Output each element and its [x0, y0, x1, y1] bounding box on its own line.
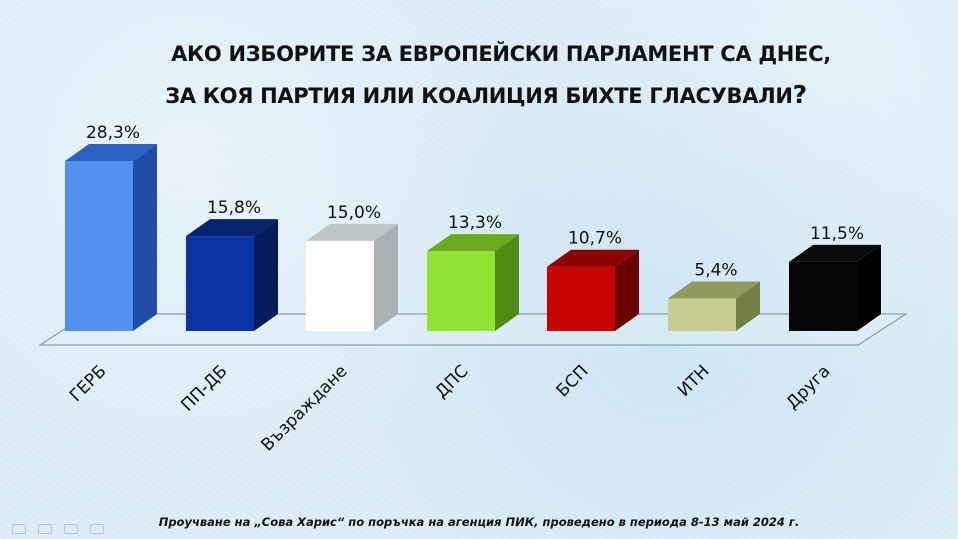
bar-7 — [789, 244, 881, 331]
bar-3 — [306, 223, 398, 331]
value-labels-group: 28,3% 15,8% 15,0% 13,3% 10,7% 5,4% 11,5% — [86, 123, 864, 281]
bar-front-face — [65, 161, 133, 331]
chart-title-line-2: ЗА КОЯ ПАРТИЯ ИЛИ КОАЛИЦИЯ БИХТЕ ГЛАСУВА… — [7, 80, 958, 109]
bar-front-face — [306, 240, 374, 331]
bar-4 — [427, 234, 519, 331]
bar-side-face — [736, 281, 760, 331]
category-label: БСП — [553, 361, 593, 401]
value-label: 15,8% — [207, 198, 261, 218]
value-label: 28,3% — [86, 123, 140, 143]
bar-2 — [186, 219, 278, 331]
chart-title-line-1: АКО ИЗБОРИТЕ ЗА ЕВРОПЕЙСКИ ПАРЛАМЕНТ СА … — [171, 42, 831, 66]
category-label: Възраждане — [258, 361, 352, 455]
bar-top-face — [65, 144, 157, 161]
bar-side-face — [615, 249, 639, 331]
bar-1 — [65, 144, 157, 331]
bar-5 — [547, 249, 639, 331]
category-label: ПП-ДБ — [177, 361, 231, 415]
bar-front-face — [547, 266, 615, 331]
bar-side-face — [495, 234, 519, 331]
bar-6 — [668, 281, 760, 331]
bar-side-face — [374, 223, 398, 331]
bar-side-face — [857, 244, 881, 331]
bar-top-face — [668, 281, 760, 299]
category-label: ДПС — [432, 361, 473, 402]
question-mark: ? — [792, 80, 808, 109]
category-label: ГЕРБ — [66, 361, 111, 406]
category-label: ИТН — [674, 361, 714, 401]
bar-front-face — [427, 251, 495, 331]
faint-icon — [12, 524, 26, 534]
category-labels-group: ГЕРБ ПП-ДБ Възраждане ДПС БСП ИТН Друга — [66, 361, 835, 455]
bar-side-face — [254, 219, 278, 331]
chart-title-line-2-text: ЗА КОЯ ПАРТИЯ ИЛИ КОАЛИЦИЯ БИХТЕ ГЛАСУВА… — [165, 84, 793, 108]
value-label: 10,7% — [568, 229, 622, 249]
bar-front-face — [186, 236, 254, 331]
faint-icon — [64, 524, 78, 534]
bars-group — [65, 144, 881, 331]
bar-front-face — [668, 298, 736, 331]
bar-top-face — [306, 223, 398, 241]
category-label: Друга — [783, 361, 835, 413]
bar-front-face — [789, 261, 857, 331]
faint-icon — [38, 524, 52, 534]
faint-icon — [90, 524, 104, 534]
faint-toolbar-icons — [12, 524, 104, 534]
bar-top-face — [789, 244, 881, 262]
bar-top-face — [427, 234, 519, 252]
survey-source-note: Проучване на „Сова Харис“ по поръчка на … — [158, 515, 800, 529]
value-label: 11,5% — [810, 224, 864, 244]
value-label: 5,4% — [694, 261, 737, 281]
bar-top-face — [547, 249, 639, 267]
bar-side-face — [133, 144, 157, 331]
value-label: 15,0% — [327, 203, 381, 223]
bar-top-face — [186, 219, 278, 237]
value-label: 13,3% — [448, 213, 502, 233]
